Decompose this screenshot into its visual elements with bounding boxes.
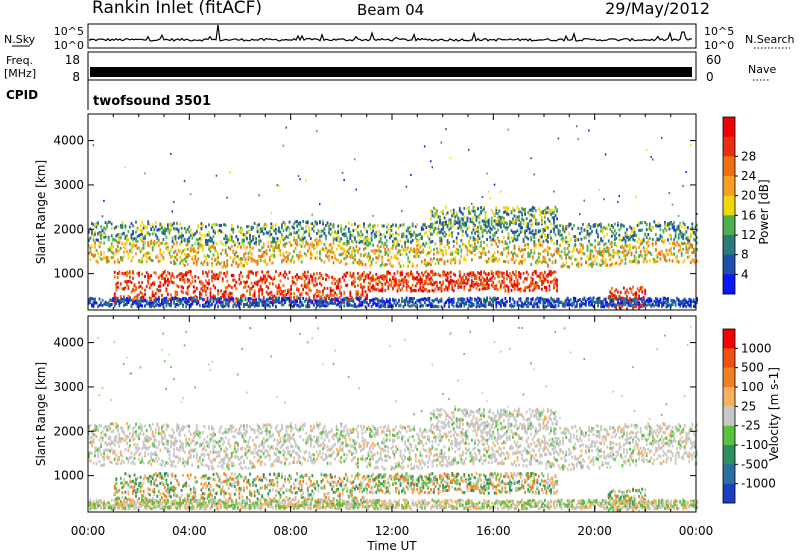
nave-label: Nave [748, 63, 776, 76]
colorbar-tick-label: 28 [741, 149, 756, 163]
x-tick-labels: 00:00 04:00 08:00 12:00 16:00 20:00 00:00 [71, 524, 714, 538]
x-tick-label: 16:00 [476, 524, 511, 538]
colorbar-segment [723, 274, 735, 295]
velocity-ylabel: Slant Range [km] [34, 362, 48, 466]
y-tick-label: 4000 [53, 336, 84, 350]
noise-panel: N.Sky 10^5 10^0 10^5 10^0 N.Search [4, 23, 795, 52]
colorbar-segment [723, 387, 735, 407]
colorbar-tick-label: 8 [741, 248, 749, 262]
colorbar-tick-label: -500 [741, 457, 768, 471]
y-tick-label: 3000 [53, 380, 84, 394]
colorbar-tick-label: 1000 [741, 341, 772, 355]
colorbar-segment [723, 195, 735, 216]
time-axis-label: Time UT [366, 539, 417, 553]
velocity-panel: 1000 2000 3000 4000 Slant Range [km] 1000 50… [34, 315, 781, 513]
y-tick-label: 1000 [53, 469, 84, 483]
colorbar-tick-label: 16 [741, 208, 756, 222]
noise-left-tick-top: 10^5 [54, 25, 84, 38]
freq-left-tick-bottom: 8 [72, 70, 80, 84]
freq-right-tick-bottom: 0 [706, 70, 714, 84]
noise-right-tick-bottom: 10^0 [704, 39, 734, 52]
y-tick-label: 3000 [53, 178, 84, 192]
noise-left-tick-bottom: 10^0 [54, 39, 84, 52]
velocity-x-axis [87, 316, 697, 512]
colorbar-tick-label: -25 [741, 419, 761, 433]
colorbar-segment [723, 329, 735, 349]
x-tick-label: 04:00 [172, 524, 207, 538]
power-colorbar-label: Power [dB] [757, 179, 771, 244]
noise-trace [89, 24, 693, 42]
x-tick-label: 00:00 [71, 524, 106, 538]
colorbar-tick-label: 100 [741, 380, 764, 394]
date-title: 29/May/2012 [605, 0, 710, 18]
x-tick-label: 12:00 [375, 524, 410, 538]
colorbar-segment [723, 136, 735, 157]
colorbar-segment [723, 348, 735, 368]
colorbar-segment [723, 235, 735, 255]
y-tick-label: 2000 [53, 424, 84, 438]
freq-label-2: [MHz] [4, 67, 36, 80]
colorbar-tick-label: 20 [741, 189, 756, 203]
beam-title: Beam 04 [357, 1, 424, 19]
power-colorbar: 4 8 12 16 20 24 28 [722, 116, 756, 295]
freq-left-tick-top: 18 [65, 53, 80, 67]
colorbar-segment [723, 425, 735, 446]
power-y-axis: 1000 2000 3000 4000 [53, 134, 696, 281]
velocity-colorbar: 1000 500 100 25 -25 -100 -500 -1000 [722, 328, 776, 504]
cpid-label: CPID [6, 88, 38, 102]
x-tick-label: 08:00 [273, 524, 308, 538]
noise-right-tick-top: 10^5 [704, 25, 734, 38]
power-heatmap [88, 125, 698, 311]
power-panel: 1000 2000 3000 4000 Slant Range [km] 4 8 12 16… [34, 113, 771, 311]
noise-left-label: N.Sky [4, 33, 36, 46]
noise-right-label: N.Search [745, 33, 795, 46]
noise-line [89, 24, 693, 42]
power-ylabel: Slant Range [km] [34, 160, 48, 264]
velocity-colorbar-label: Velocity [m s-1] [767, 367, 781, 461]
colorbar-segment [723, 117, 735, 137]
colorbar-tick-label: -100 [741, 438, 768, 452]
colorbar-segment [723, 464, 735, 484]
colorbar-segment [723, 406, 735, 426]
freq-right-tick-top: 60 [706, 53, 721, 67]
velocity-heatmap [88, 325, 698, 513]
colorbar-tick-label: 12 [741, 228, 756, 242]
y-tick-label: 1000 [53, 267, 84, 281]
colorbar-tick-label: 500 [741, 361, 764, 375]
x-tick-label: 20:00 [577, 524, 612, 538]
colorbar-tick-label: -1000 [741, 477, 776, 491]
colorbar-segment [723, 445, 735, 465]
colorbar-segment [723, 156, 735, 177]
x-tick-label: 00:00 [679, 524, 714, 538]
colorbar-segment [723, 254, 735, 275]
station-title: Rankin Inlet (fitACF) [92, 0, 262, 18]
y-tick-label: 2000 [53, 222, 84, 236]
freq-label-1: Freq. [6, 54, 33, 67]
frequency-trace [90, 67, 692, 77]
colorbar-tick-label: 25 [741, 399, 756, 413]
colorbar-tick-label: 4 [741, 267, 749, 281]
colorbar-segment [723, 483, 735, 504]
cpid-value: twofsound 3501 [93, 94, 211, 109]
y-tick-label: 4000 [53, 134, 84, 148]
power-x-axis [87, 114, 697, 310]
colorbar-segment [723, 176, 735, 196]
colorbar-segment [723, 367, 735, 388]
frequency-panel: Freq. [MHz] 18 8 60 0 Nave [4, 51, 776, 84]
velocity-y-axis: 1000 2000 3000 4000 [53, 336, 696, 483]
colorbar-tick-label: 24 [741, 169, 756, 183]
colorbar-segment [723, 215, 735, 236]
